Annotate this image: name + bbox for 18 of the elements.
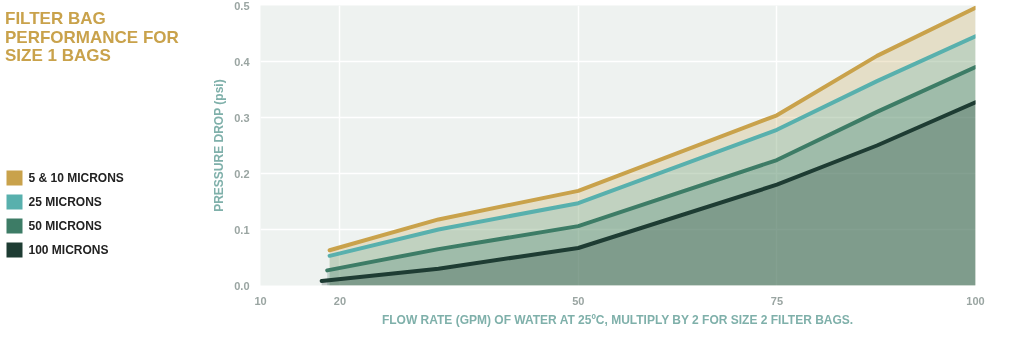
x-tick-label: 50 <box>572 294 585 307</box>
y-tick-label: 0.0 <box>234 279 250 292</box>
x-tick-label: 100 <box>966 294 985 307</box>
x-tick-label: 75 <box>770 294 784 307</box>
legend-label: 100 MICRONS <box>28 243 109 257</box>
y-tick-label: 0.1 <box>234 223 250 236</box>
y-axis-title: PRESSURE DROP (psi) <box>212 79 227 212</box>
y-tick-label: 0.3 <box>234 111 250 124</box>
x-tick-label: 20 <box>333 294 347 307</box>
y-tick-label: 0.2 <box>234 167 250 180</box>
y-tick-label: 0.4 <box>234 55 251 68</box>
x-tick-label: 10 <box>254 294 267 307</box>
legend-label: 25 MICRONS <box>28 195 102 209</box>
legend-label: 5 & 10 MICRONS <box>28 171 124 185</box>
legend-label: 50 MICRONS <box>28 219 102 233</box>
y-tick-label: 0.5 <box>234 0 250 12</box>
text: FILTER BAG PERFORMANCE FOR SIZE 1 BAGS <box>5 9 180 67</box>
x-axis-title: FLOW RATE (GPM) OF WATER AT 25ºC, MULTIPLY BY 2 FOR SIZE 2 FILTER BAGS. <box>381 312 854 327</box>
